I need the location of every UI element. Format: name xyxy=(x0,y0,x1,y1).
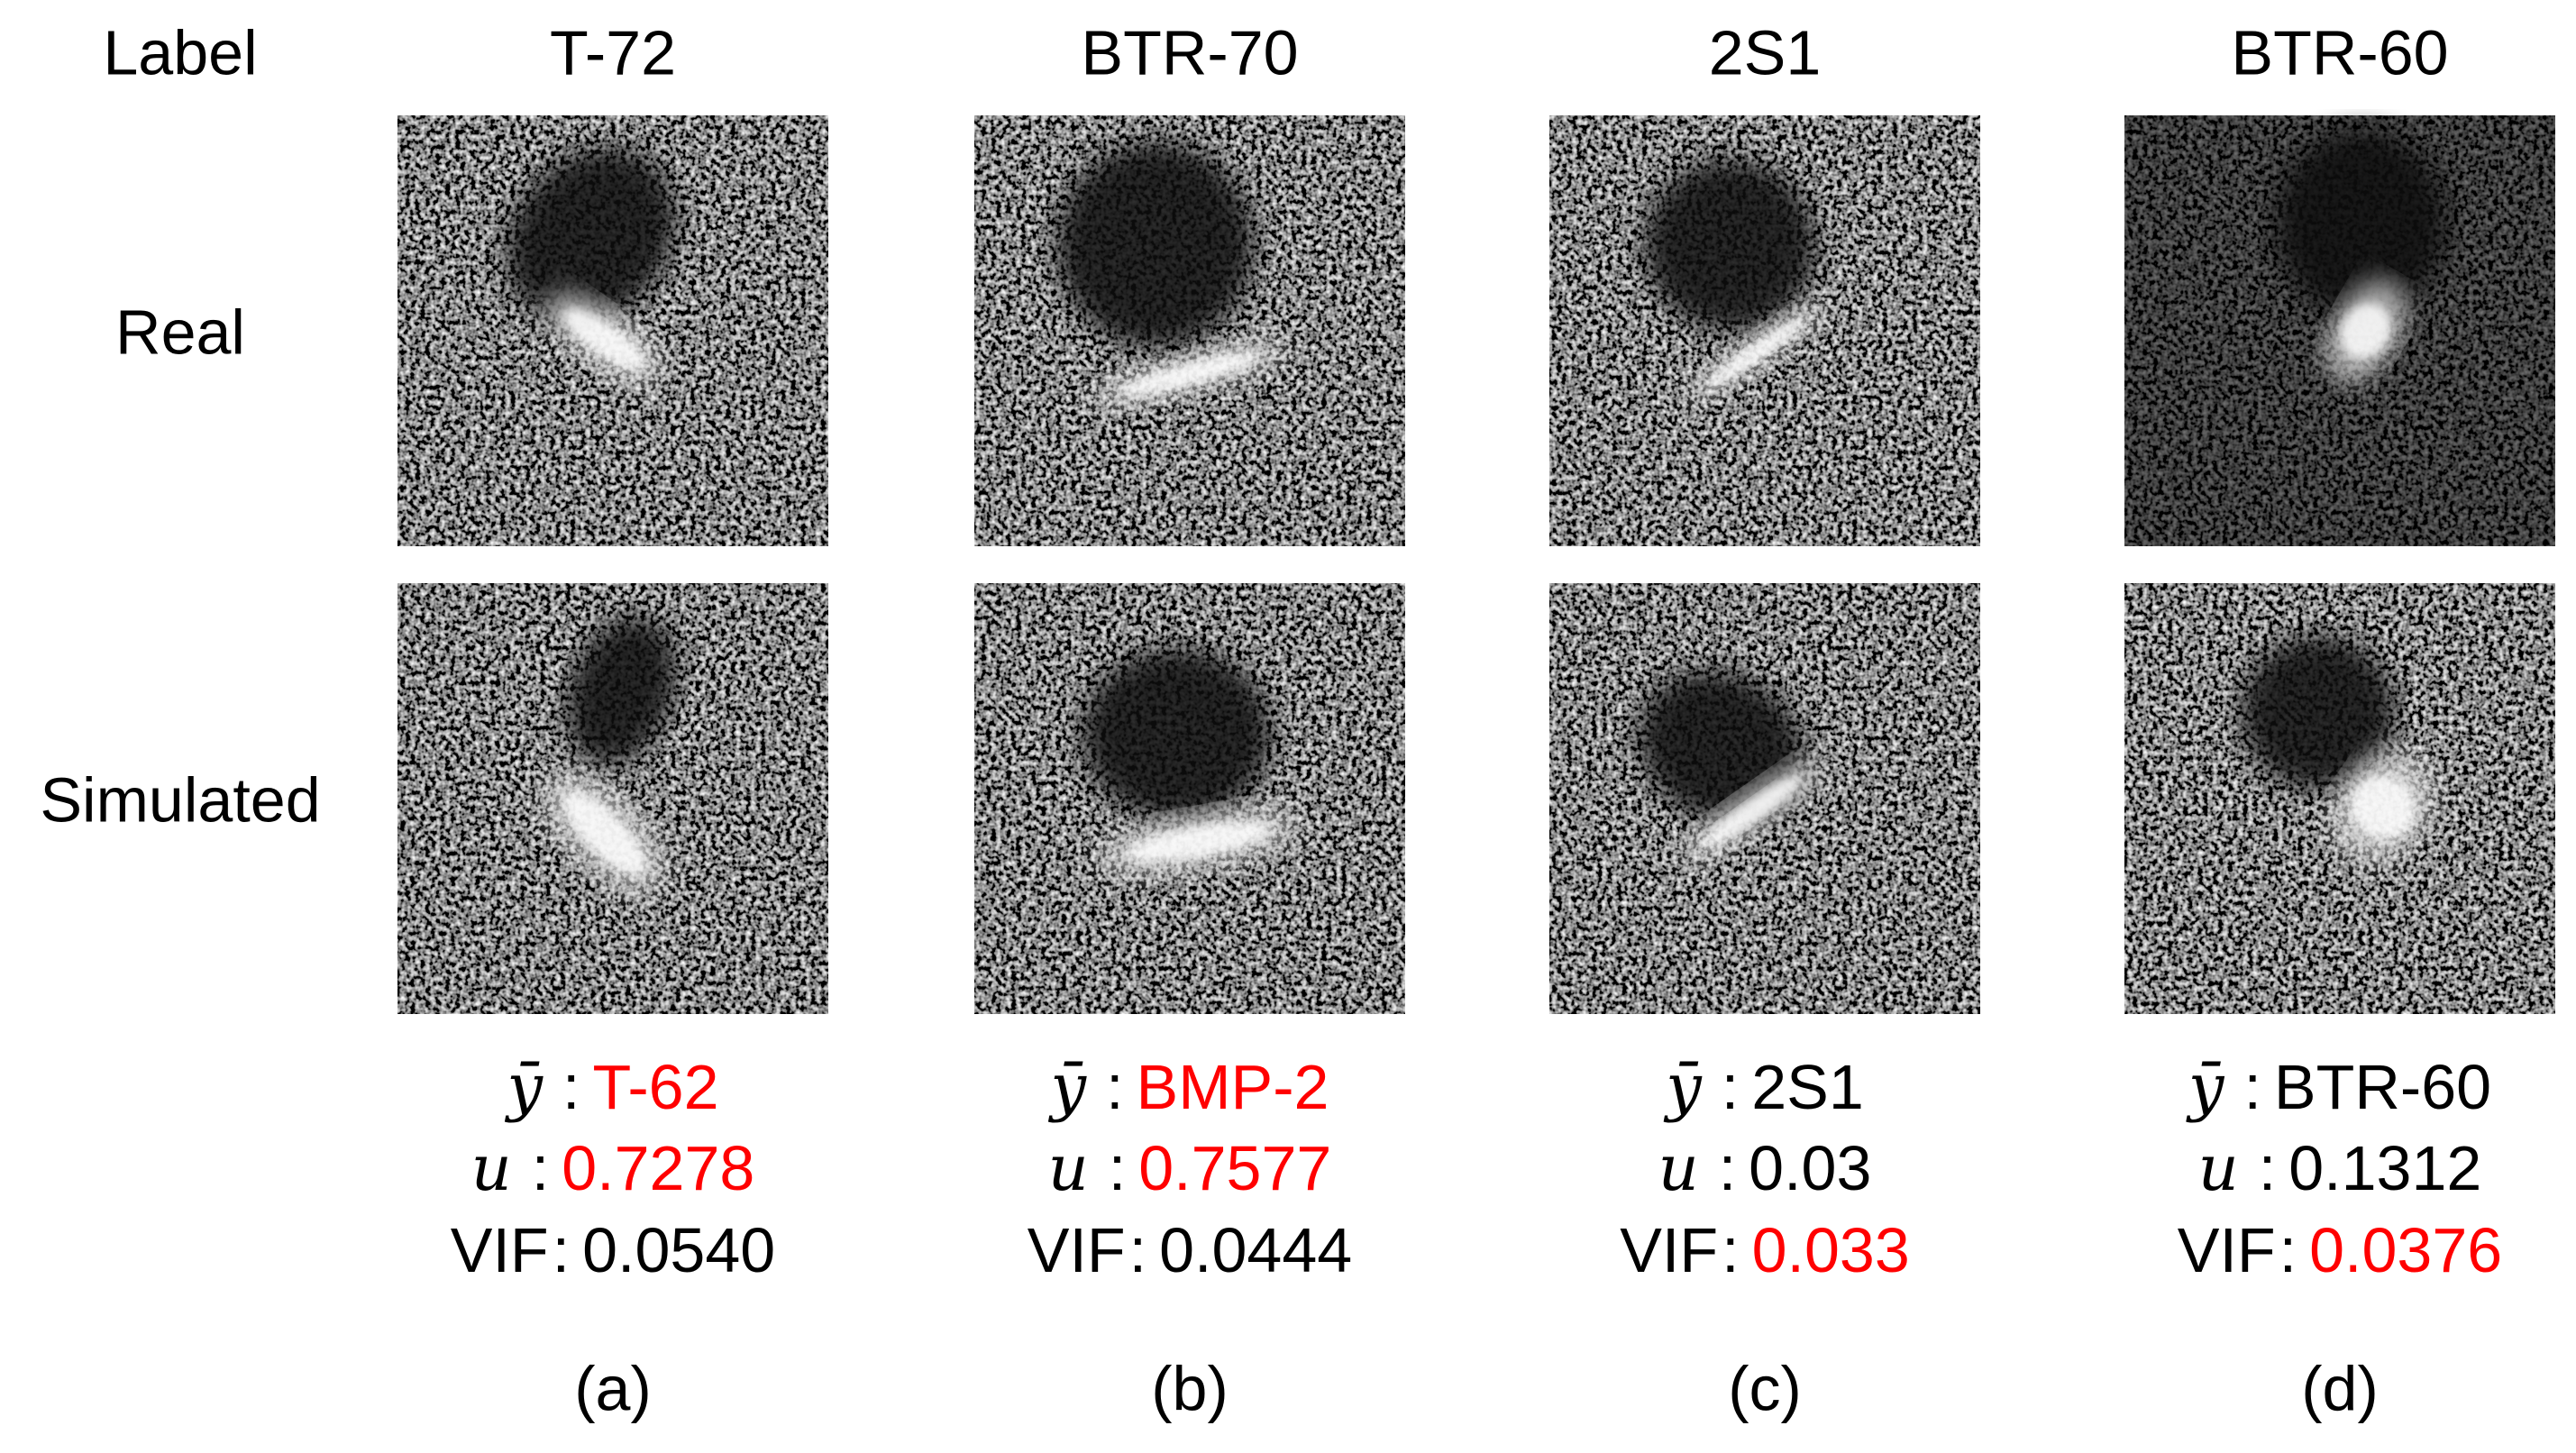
metric-separator: : xyxy=(1722,1052,1739,1122)
metric-line: VIF: 0.033 xyxy=(1620,1215,1910,1285)
target-shadow xyxy=(1644,158,1817,331)
metric-line: ȳ: BMP-2 xyxy=(1048,1050,1329,1124)
metric-line: u:0.7577 xyxy=(1048,1131,1332,1205)
target-shadow xyxy=(2275,128,2448,318)
target-core xyxy=(1706,316,1806,388)
target-shadow xyxy=(1082,647,1272,820)
target-shadow xyxy=(566,616,677,766)
target-core xyxy=(2351,775,2416,839)
sar-image xyxy=(1549,115,1980,546)
target-core xyxy=(563,792,645,874)
metric-separator: : xyxy=(1722,1215,1739,1285)
sar-image xyxy=(974,115,1405,546)
target-core xyxy=(1127,822,1270,862)
metric-line: ȳ:2S1 xyxy=(1663,1050,1864,1124)
metric-separator: : xyxy=(1129,1215,1146,1285)
target-core xyxy=(563,308,645,370)
metric-symbol: VIF xyxy=(1028,1215,1126,1285)
row-label: Simulated xyxy=(40,764,320,835)
metric-line: u:0.1312 xyxy=(2198,1131,2482,1205)
metric-symbol: ȳ xyxy=(1048,1050,1088,1124)
metric-symbol: VIF xyxy=(1620,1215,1718,1285)
metric-symbol: ȳ xyxy=(2186,1050,2225,1124)
panel-caption: (d) xyxy=(2301,1353,2379,1423)
metric-value: 0.0444 xyxy=(1159,1215,1352,1285)
target-shadow xyxy=(506,148,677,324)
column-label: T-72 xyxy=(550,17,676,87)
metric-value: T-62 xyxy=(592,1052,718,1122)
sar-image xyxy=(397,115,828,546)
target-core xyxy=(1702,775,1802,847)
metric-symbol: VIF xyxy=(2178,1215,2276,1285)
metric-line: u:0.7278 xyxy=(471,1131,755,1205)
sar-image xyxy=(974,583,1405,1014)
metric-value: 0.03 xyxy=(1749,1133,1871,1203)
metric-symbol: u xyxy=(1658,1131,1699,1205)
metric-line: ȳ: BTR-60 xyxy=(2186,1050,2491,1124)
panel-caption: (c) xyxy=(1728,1353,1802,1423)
sar-image xyxy=(397,583,828,1014)
target-shadow xyxy=(2241,635,2397,790)
metric-value: BMP-2 xyxy=(1137,1052,1329,1122)
metric-value: 0.033 xyxy=(1752,1215,1910,1285)
metric-symbol: u xyxy=(471,1131,512,1205)
metric-separator: : xyxy=(1106,1052,1123,1122)
column-label: 2S1 xyxy=(1709,17,1822,87)
metric-symbol: u xyxy=(1048,1131,1089,1205)
panel-caption: (a) xyxy=(574,1353,652,1423)
metric-separator: : xyxy=(2259,1133,2276,1203)
metric-line: ȳ: T-62 xyxy=(504,1050,718,1124)
sar-image xyxy=(2124,115,2555,546)
metric-separator: : xyxy=(1719,1133,1736,1203)
metric-value: 0.7577 xyxy=(1138,1133,1331,1203)
metric-value: 0.7278 xyxy=(562,1133,754,1203)
metric-line: VIF: 0.0376 xyxy=(2178,1215,2502,1285)
column-label: BTR-60 xyxy=(2231,17,2448,87)
sar-image xyxy=(1549,583,1980,1014)
metric-separator: : xyxy=(2243,1052,2261,1122)
metric-symbol: ȳ xyxy=(504,1050,544,1124)
row-label: Real xyxy=(115,297,245,367)
target-shadow xyxy=(1055,141,1255,349)
metric-value: 0.0376 xyxy=(2309,1215,2502,1285)
metric-symbol: ȳ xyxy=(1663,1050,1703,1124)
metric-value: 0.1312 xyxy=(2288,1133,2481,1203)
metric-symbol: VIF xyxy=(451,1215,549,1285)
metric-line: VIF: 0.0540 xyxy=(451,1215,775,1285)
metric-separator: : xyxy=(532,1133,549,1203)
metric-separator: : xyxy=(562,1052,580,1122)
metric-value: 0.0540 xyxy=(582,1215,775,1285)
metric-line: u:0.03 xyxy=(1658,1131,1872,1205)
target-core xyxy=(1119,352,1260,396)
target-core xyxy=(2340,303,2391,359)
column-label: BTR-70 xyxy=(1081,17,1298,87)
metric-line: VIF: 0.0444 xyxy=(1028,1215,1352,1285)
header-label: Label xyxy=(103,17,257,87)
metric-separator: : xyxy=(553,1215,570,1285)
sar-image xyxy=(2124,583,2555,1014)
metric-value: BTR-60 xyxy=(2274,1052,2491,1122)
metric-symbol: u xyxy=(2198,1131,2239,1205)
metric-separator: : xyxy=(2279,1215,2297,1285)
metric-value: 2S1 xyxy=(1751,1052,1864,1122)
metric-separator: : xyxy=(1109,1133,1126,1203)
panel-caption: (b) xyxy=(1151,1353,1229,1423)
